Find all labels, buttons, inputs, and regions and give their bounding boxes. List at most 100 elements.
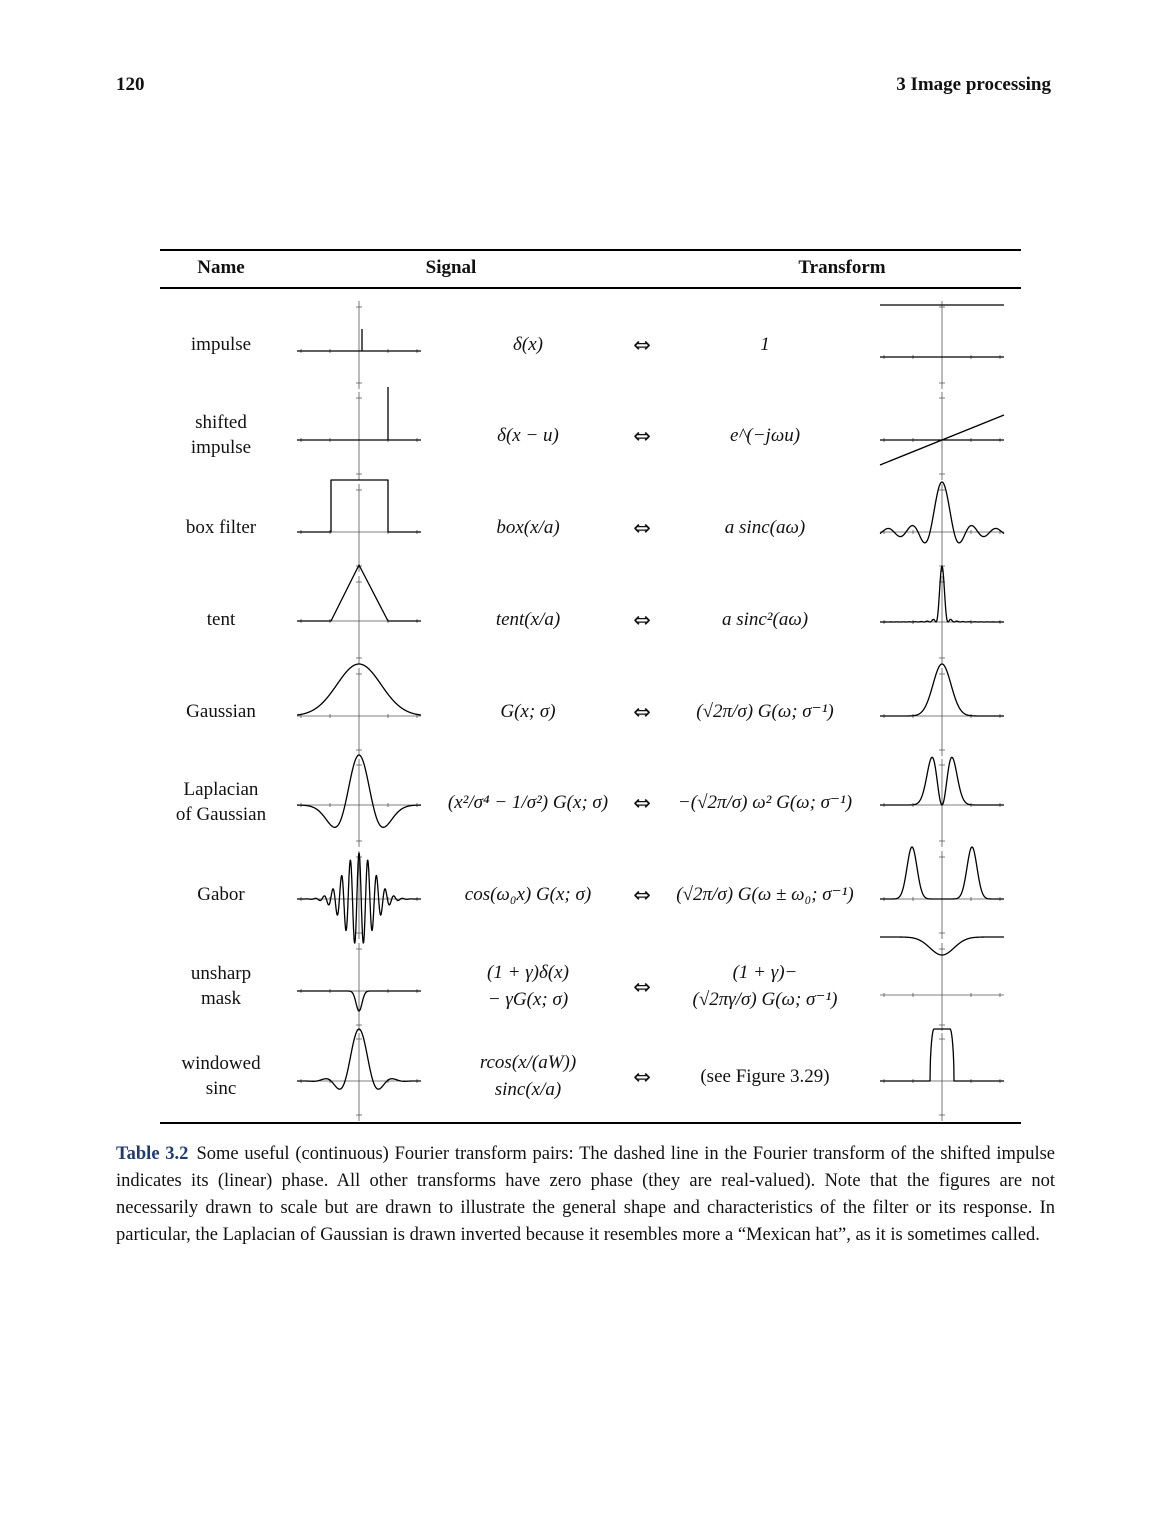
transform-formula: a sinc(aω) <box>724 516 806 538</box>
page-number: 120 <box>116 74 145 95</box>
transform-formula: (see Figure 3.29) <box>700 1065 830 1087</box>
signal-plot <box>296 849 422 944</box>
transform-pair-arrow: ⇔ <box>633 700 651 724</box>
signal-plot-axes <box>297 301 421 389</box>
row-name: tent <box>206 608 236 630</box>
transform-plot-axes <box>880 392 1004 480</box>
signal-plot-axes <box>297 484 421 572</box>
transform-plot-svg <box>880 301 1004 389</box>
table-row: Laplacian of Gaussian (x²/σ⁴ − 1/σ²) G(x;… <box>160 754 1021 849</box>
signal-formula: G(x; σ) <box>500 700 556 722</box>
transform-formula: e^(−jωu) <box>729 424 801 446</box>
signal-formula: tent(x/a) <box>495 608 561 630</box>
signal-formula: box(x/a) <box>496 516 560 538</box>
signal-plot <box>296 1028 422 1123</box>
row-name: windowed sinc <box>181 1053 261 1099</box>
transform-formula: a sinc²(aω) <box>721 608 809 630</box>
transform-plot-svg <box>879 846 1005 939</box>
transform-plot <box>879 481 1005 574</box>
transform-pair-arrow: ⇔ <box>633 333 651 357</box>
signal-plot-axes <box>297 392 421 480</box>
signal-formula: rcos(x/(aW)) sinc(x/a) <box>479 1052 577 1100</box>
transform-pair-arrow: ⇔ <box>633 975 651 999</box>
transform-plot-svg <box>879 663 1005 756</box>
signal-plot-svg <box>296 663 422 756</box>
signal-plot-svg <box>296 851 422 944</box>
signal-plot-curve <box>297 479 421 533</box>
table-caption: Table 3.2 Some useful (continuous) Fourie… <box>116 1141 1055 1249</box>
signal-formula: (1 + γ)δ(x) − γG(x; σ) <box>487 962 569 1010</box>
transform-plot-svg <box>879 481 1005 572</box>
caption-text: Some useful (continuous) Fourier transfo… <box>116 1144 1055 1245</box>
signal-plot-curve <box>296 990 422 1012</box>
table-row: windowed sinc rcos(x/(aW)) sinc(x/a) ⇔ (see… <box>160 1028 1021 1123</box>
transform-formula: 1 <box>760 333 770 355</box>
transform-pair-arrow: ⇔ <box>633 424 651 448</box>
transform-plot <box>880 299 1004 391</box>
signal-plot-axes <box>297 851 421 939</box>
signal-plot <box>297 387 421 482</box>
signal-plot <box>297 564 421 666</box>
transform-plot <box>879 846 1005 941</box>
row-name: impulse <box>190 333 252 355</box>
table-row: unsharp mask (1 + γ)δ(x) − γG(x; σ) ⇔ (1 + … <box>160 936 1021 1033</box>
signal-plot-axes <box>297 759 421 847</box>
transform-plot-axes <box>880 576 1004 664</box>
transform-plot-curve <box>879 414 1005 466</box>
signal-plot <box>296 754 422 849</box>
transform-formula: −(√2π/σ) ω² G(ω; σ⁻¹) <box>677 791 853 813</box>
transform-plot <box>879 663 1005 758</box>
transform-plot <box>879 936 1005 1033</box>
transform-plot-curve <box>879 846 1005 900</box>
transform-plot-curve <box>879 1028 1005 1082</box>
signal-plot <box>296 941 422 1033</box>
transform-plot <box>879 390 1005 482</box>
transform-plot-curve <box>879 481 1005 544</box>
transform-plot-axes <box>880 851 1004 939</box>
row-name: Gabor <box>197 883 245 905</box>
signal-formula: (x²/σ⁴ − 1/σ²) G(x; σ) <box>447 791 609 813</box>
transform-plot-curve <box>880 304 1004 358</box>
signal-plot-svg <box>296 754 422 847</box>
column-header-signal: Signal <box>425 257 477 278</box>
transform-plot-svg <box>879 936 1005 1031</box>
signal-plot-svg <box>297 301 421 389</box>
table-row: Gaussian G(x; σ) ⇔ (√2π/σ) G(ω; σ⁻¹) <box>160 663 1021 758</box>
transform-plot-axes <box>880 1033 1004 1121</box>
row-name: Gaussian <box>186 700 256 722</box>
signal-plot-curve <box>297 564 421 622</box>
transform-plot <box>879 756 1005 849</box>
signal-plot-curve <box>296 852 422 944</box>
row-name: unsharp mask <box>190 963 252 1009</box>
transform-plot-axes <box>880 301 1004 389</box>
transform-formula: (√2π/σ) G(ω ± ω₀; σ⁻¹) <box>676 883 854 905</box>
table-row: shifted impulse δ(x − u) ⇔ e^(−jωu) <box>160 387 1021 482</box>
transform-plot-axes <box>880 484 1004 572</box>
table-row: Gabor cos(ω₀x) G(x; σ) ⇔ (√2π/σ) G(ω ± ω₀; … <box>160 846 1021 944</box>
signal-plot-svg <box>296 943 422 1031</box>
signal-plot <box>297 479 421 574</box>
transform-pair-arrow: ⇔ <box>633 608 651 632</box>
transform-pair-arrow: ⇔ <box>633 883 651 907</box>
signal-formula: δ(x) <box>513 333 543 355</box>
transform-plot <box>879 565 1005 666</box>
signal-plot-curve <box>296 754 422 828</box>
table-header-rule <box>160 287 1021 289</box>
signal-plot-svg <box>296 1028 422 1121</box>
transform-plot-svg <box>879 1028 1005 1121</box>
column-header-name: Name <box>197 257 245 278</box>
signal-formula: cos(ω₀x) G(x; σ) <box>464 883 592 905</box>
transform-plot-axes <box>880 759 1004 847</box>
signal-plot <box>297 299 421 391</box>
transform-plot-curve <box>879 565 1005 623</box>
transform-plot-curve <box>879 756 1005 806</box>
signal-plot-svg <box>297 564 421 664</box>
signal-plot-curve <box>297 387 421 441</box>
signal-plot-axes <box>297 668 421 756</box>
transform-pair-arrow: ⇔ <box>633 1065 651 1089</box>
transform-pair-arrow: ⇔ <box>633 791 651 815</box>
transform-plot-axes <box>880 668 1004 756</box>
chapter-title: 3 Image processing <box>896 74 1051 95</box>
transform-plot-svg <box>879 565 1005 664</box>
table-bottom-rule <box>160 1122 1021 1124</box>
